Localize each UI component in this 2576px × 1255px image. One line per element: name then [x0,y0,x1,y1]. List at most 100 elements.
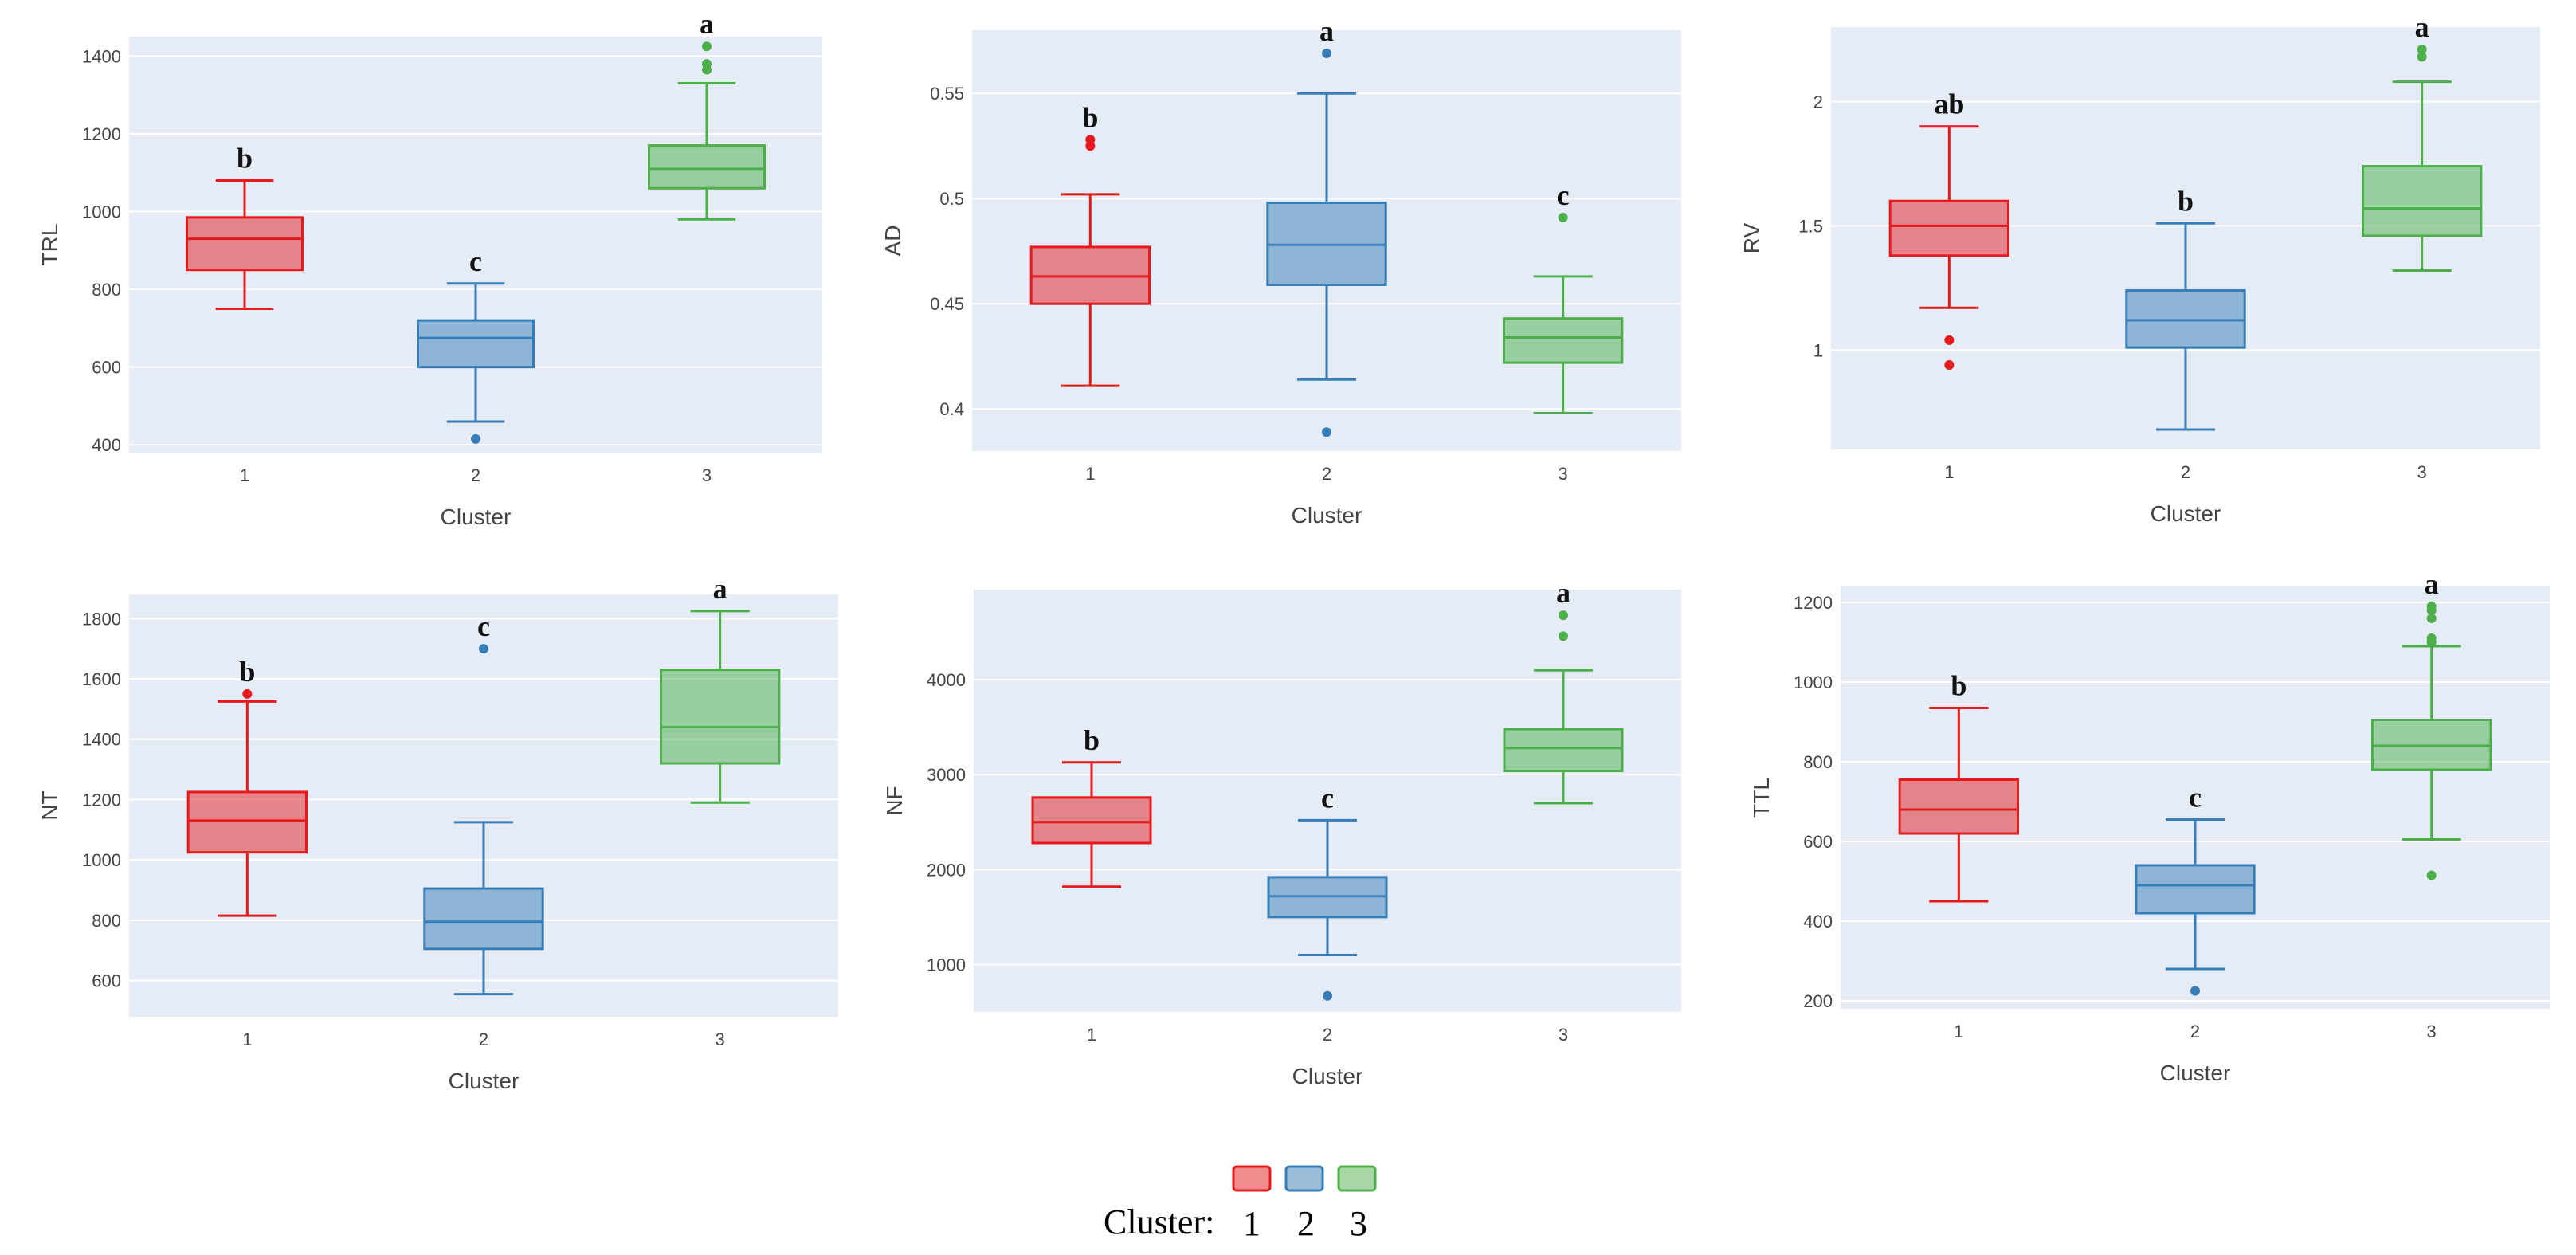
significance-letter: b [239,656,255,688]
box-cluster-2: c [1267,782,1388,1001]
significance-letter: ab [1934,88,1964,120]
box-iqr [2362,165,2483,237]
significance-letter: a [713,573,727,605]
y-tick-label: 1400 [82,46,121,66]
y-tick-label: 800 [92,911,121,931]
outlier-point [2426,870,2437,880]
x-tick-label: 1 [1087,1025,1096,1045]
box-iqr [1031,796,1152,845]
x-tick-label: 2 [479,1029,488,1049]
chart-panel-TRL: 400 600 800 1000 1200 1400 TRL 1 2 3 Cluster b c a [37,8,822,529]
significance-letter: b [1951,670,1966,702]
x-tick-label: 1 [1085,464,1095,484]
y-tick-label: 2000 [927,860,966,880]
box-cluster-3: a [1503,577,1624,805]
y-tick-label: 400 [92,435,121,455]
box-cluster-3: a [660,573,781,804]
x-tick-label: 2 [1322,464,1331,484]
legend-swatch-3 [1337,1165,1377,1192]
significance-letter: c [1557,179,1570,211]
box-cluster-2: c [2135,782,2256,996]
x-tick-label: 3 [702,465,712,485]
outlier-point [1085,135,1096,145]
y-tick-label: 0.5 [939,189,964,209]
significance-letter: c [1321,782,1334,814]
significance-letter: b [237,143,253,175]
legend-swatch-2 [1284,1165,1324,1192]
box-cluster-3: a [2371,568,2492,880]
x-tick-label: 1 [242,1029,252,1049]
outlier-point [1322,49,1331,59]
box-iqr [1898,778,2020,835]
y-tick-label: 0.4 [939,399,964,419]
outlier-point [1944,360,1955,370]
y-tick-label: 600 [92,971,121,991]
x-tick-label: 3 [716,1029,725,1049]
x-tick-label: 1 [1944,462,1954,482]
x-tick-label: 3 [1559,464,1568,484]
box-iqr [1503,728,1624,772]
significance-letter: a [700,8,714,40]
box-iqr [660,669,781,765]
chart-panel-NT: 600 800 1000 1200 1400 1600 1800 NT 1 2 3 Cluster b c… [37,573,838,1093]
y-tick-label: 1200 [82,790,121,810]
y-tick-label: 1000 [927,955,966,975]
chart-panel-AD: 0.4 0.45 0.5 0.55 AD 1 2 3 Cluster b a c [880,15,1681,527]
box-cluster-1: b [186,143,304,310]
x-tick-label: 1 [240,465,249,485]
outlier-point [2190,986,2200,996]
y-tick-label: 1000 [82,202,121,222]
box-cluster-1: b [1898,670,2020,903]
outlier-point [2417,45,2427,55]
x-tick-label: 2 [2190,1022,2200,1041]
y-tick-label: 2 [1813,92,1823,112]
significance-letter: a [1556,577,1570,609]
y-tick-label: 200 [1803,991,1833,1011]
legend: Cluster: 1 2 3 [1104,1165,1377,1243]
y-tick-label: 1000 [1794,673,1833,692]
y-tick-label: 0.45 [930,294,964,314]
y-tick-label: 4000 [927,670,966,690]
chart-panel-NF: 1000 2000 3000 4000 NF 1 2 3 Cluster b c a [882,577,1681,1088]
significance-letter: c [477,610,490,642]
legend-swatch-1 [1232,1165,1272,1192]
legend-label-3: 3 [1350,1204,1367,1243]
box-cluster-1: b [186,656,308,917]
y-axis-title: RV [1739,222,1764,253]
box-iqr [186,790,308,854]
x-tick-label: 1 [1954,1022,1963,1041]
significance-letter: a [1319,15,1334,47]
y-axis-title: AD [880,226,905,257]
box-iqr [648,144,766,190]
y-tick-label: 1.5 [1798,216,1823,236]
y-axis-title: NF [882,786,907,815]
outlier-point [702,59,712,69]
outlier-point [1558,212,1568,222]
x-tick-label: 2 [2181,462,2190,482]
y-axis-title: NT [37,790,62,820]
box-iqr [1503,317,1624,364]
x-axis-title: Cluster [2160,1061,2231,1085]
x-axis-title: Cluster [1292,1064,1363,1088]
significance-letter: b [1082,101,1098,133]
y-tick-label: 0.55 [930,84,964,104]
outlier-point [702,41,712,52]
legend-title: Cluster: [1104,1202,1214,1241]
box-cluster-2: a [1266,15,1387,437]
outlier-point [2426,602,2437,611]
chart-panel-TTL: 200 400 600 800 1000 1200 TTL 1 2 3 Cluster b c a [1749,568,2550,1085]
y-tick-label: 400 [1803,912,1833,931]
legend-label-2: 2 [1297,1204,1315,1243]
x-tick-label: 2 [471,465,480,485]
x-axis-title: Cluster [441,504,512,529]
y-tick-label: 1 [1813,340,1823,360]
box-cluster-3: a [648,8,766,221]
y-tick-label: 1200 [1794,593,1833,613]
box-iqr [1888,199,2010,257]
x-axis-title: Cluster [449,1069,520,1093]
box-cluster-3: c [1503,179,1624,414]
box-cluster-1: ab [1888,88,2010,370]
box-iqr [186,216,304,272]
box-iqr [417,319,535,369]
y-tick-label: 800 [92,280,121,300]
